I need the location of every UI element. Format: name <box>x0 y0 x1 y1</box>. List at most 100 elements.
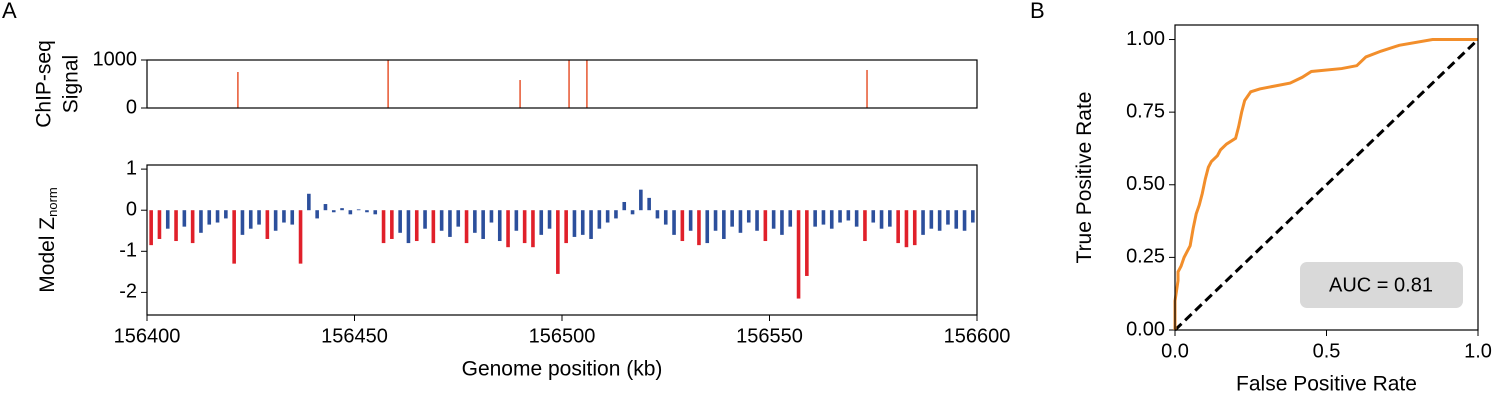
bar <box>398 210 402 233</box>
plot-frame <box>146 164 978 316</box>
annotation: AUC = 0.81 <box>1329 274 1433 296</box>
bar <box>307 193 311 211</box>
bar <box>663 210 668 225</box>
bar <box>630 210 635 215</box>
bar <box>165 210 170 229</box>
bar <box>586 60 588 108</box>
bar <box>273 210 278 231</box>
y-axis-label-main: True Positive Rate <box>1073 92 1096 264</box>
bar <box>813 210 817 227</box>
bar <box>265 210 270 239</box>
bar <box>456 210 461 227</box>
bar <box>348 210 353 215</box>
bar <box>888 210 892 227</box>
bar <box>854 210 859 227</box>
y-axis-label-subscript: norm <box>45 187 60 217</box>
bar <box>829 210 834 229</box>
bar <box>215 210 220 223</box>
bar <box>149 210 153 246</box>
bar <box>157 210 162 239</box>
y-tick-label: 0.00 <box>1126 318 1165 340</box>
bar <box>589 210 593 239</box>
bar <box>406 210 411 244</box>
bar <box>805 210 809 276</box>
bar <box>539 210 544 235</box>
y-tick-label: 0 <box>126 96 137 118</box>
bar <box>340 208 344 211</box>
bar <box>921 210 925 235</box>
bar <box>481 210 485 239</box>
bar <box>519 80 521 108</box>
bar <box>423 210 427 229</box>
bar <box>290 210 295 225</box>
bar <box>713 210 718 231</box>
bar <box>439 210 444 231</box>
bar <box>763 210 768 242</box>
x-tick-label: 156450 <box>321 325 388 347</box>
y-axis-label: Signal <box>60 55 83 113</box>
bar <box>655 210 660 219</box>
bar <box>954 210 959 229</box>
y-axis-label: Model Znorm <box>36 187 61 292</box>
x-tick-label: 156550 <box>736 325 803 347</box>
bar <box>199 210 203 233</box>
bar <box>390 210 394 239</box>
bar <box>780 210 784 235</box>
bar <box>497 210 502 242</box>
bar <box>912 210 917 246</box>
y-tick-label: 1000 <box>93 48 138 70</box>
x-tick-label: 156600 <box>944 325 1011 347</box>
bar <box>672 210 676 235</box>
bar <box>722 210 726 239</box>
bar <box>315 210 319 219</box>
bar <box>522 210 527 244</box>
x-tick-label: 1.0 <box>1464 340 1492 362</box>
bar <box>248 210 253 229</box>
bar <box>190 210 195 244</box>
bar <box>381 210 386 244</box>
bar <box>356 209 361 211</box>
bar <box>962 210 967 231</box>
bar <box>237 72 239 108</box>
y-tick-label: 0.75 <box>1126 100 1165 122</box>
bar <box>821 210 826 225</box>
bar <box>746 210 751 223</box>
y-tick-label: 1 <box>126 157 137 179</box>
bar <box>622 201 627 211</box>
bar <box>904 210 909 248</box>
bar <box>473 210 477 233</box>
y-tick-label: -1 <box>119 240 137 262</box>
annotation-box <box>1300 262 1463 308</box>
panel-label: A <box>2 0 17 23</box>
plot-frame <box>146 59 978 109</box>
bar <box>846 210 851 221</box>
bar <box>705 210 710 244</box>
bar <box>531 210 535 248</box>
bar <box>572 210 577 237</box>
bar <box>547 210 552 229</box>
bar <box>680 210 685 242</box>
bar <box>605 210 610 223</box>
bar <box>365 210 369 213</box>
bar <box>946 210 950 225</box>
bar <box>771 210 776 229</box>
bar <box>373 210 378 215</box>
x-tick-label: 156500 <box>529 325 596 347</box>
y-tick-label: 1.00 <box>1126 28 1165 50</box>
bar <box>866 69 868 108</box>
bar <box>182 210 187 227</box>
bar <box>174 210 178 242</box>
y-tick-label: 0.25 <box>1126 246 1165 268</box>
x-axis-label: Genome position (kb) <box>462 358 663 381</box>
bar <box>489 210 494 223</box>
x-tick-label: 156400 <box>114 325 181 347</box>
roc-line <box>1173 38 1478 330</box>
bar <box>564 210 568 244</box>
bar <box>838 210 842 223</box>
bar <box>240 210 245 235</box>
bar <box>224 210 228 219</box>
bar <box>232 210 236 264</box>
x-axis-label: False Positive Rate <box>1236 373 1417 396</box>
bar <box>431 210 436 244</box>
